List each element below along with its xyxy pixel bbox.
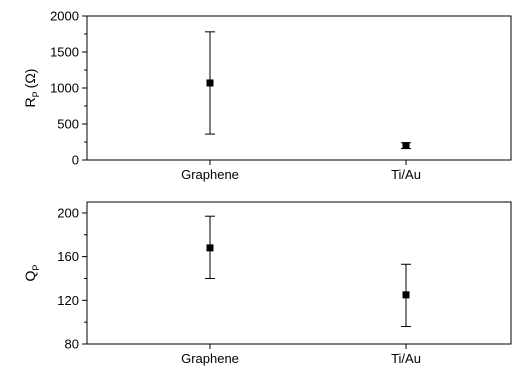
rp-y-tick-label: 2000 — [50, 9, 79, 24]
rp-data-point — [402, 142, 410, 150]
rp-x-tick-label: Graphene — [181, 167, 239, 182]
rp-y-tick-label: 1000 — [50, 81, 79, 96]
rp-panel: RP(Ω) 0 500 1000 1500 2000 Graphene Ti/Au — [22, 9, 512, 182]
qp-x-tick-label: Ti/Au — [391, 351, 421, 366]
qp-panel: QP 80 120 160 200 Graphene Ti/Au — [22, 201, 512, 366]
qp-x-tick-label: Graphene — [181, 351, 239, 366]
qp-y-tick-label: 80 — [65, 337, 79, 352]
qp-data-point — [402, 291, 410, 299]
rp-y-axis-title: RP(Ω) — [22, 69, 41, 108]
rp-y-tick-label: 1500 — [50, 45, 79, 60]
qp-data-point — [206, 244, 214, 252]
qp-y-tick-label: 120 — [57, 293, 79, 308]
rp-y-tick-label: 0 — [72, 153, 79, 168]
rp-x-tick-label: Ti/Au — [391, 167, 421, 182]
rp-plot-frame — [86, 15, 512, 161]
rp-data-point — [206, 79, 214, 87]
qp-plot-frame — [86, 201, 512, 345]
qp-y-tick-label: 200 — [57, 205, 79, 220]
rp-y-tick-label: 500 — [57, 117, 79, 132]
qp-y-tick-label: 160 — [57, 249, 79, 264]
qp-y-axis-title: QP — [22, 265, 41, 282]
